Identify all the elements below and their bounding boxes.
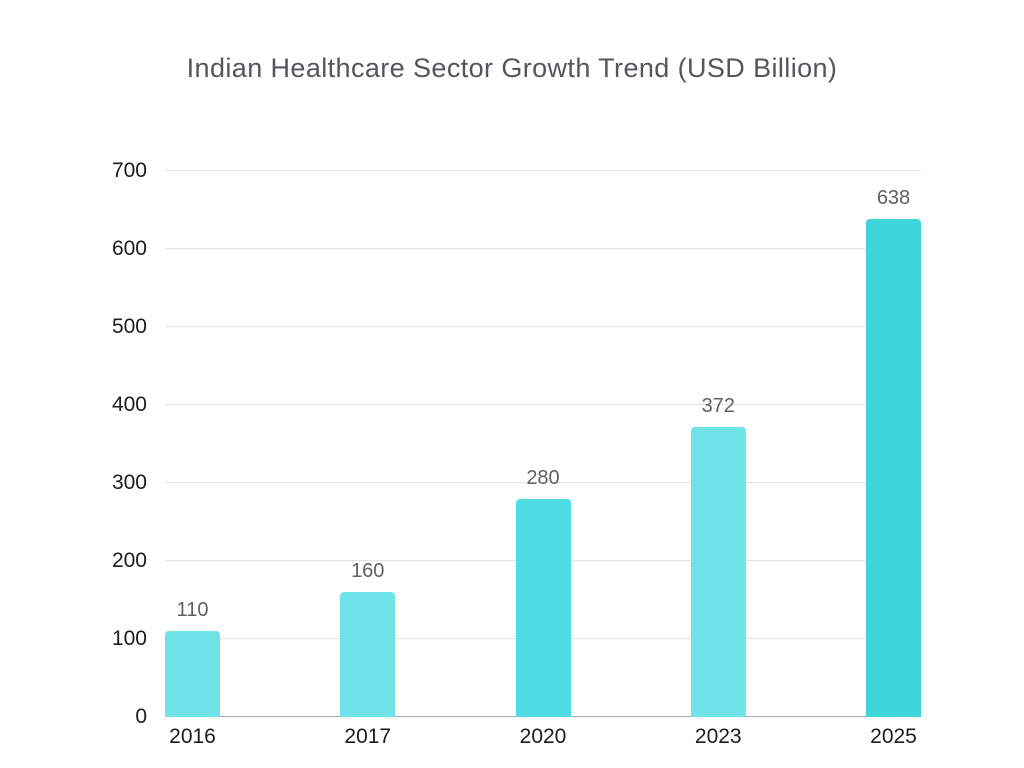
- x-tick-label-2017: 2017: [344, 725, 392, 748]
- plot-area: 110 160 280 372 638: [165, 170, 921, 717]
- x-tick-label-2023: 2023: [694, 725, 742, 748]
- gridline-400: [165, 404, 921, 405]
- gridline-700: [165, 170, 921, 171]
- x-tick-label-2025: 2025: [870, 725, 917, 748]
- y-tick-label-200: 200: [111, 549, 147, 572]
- value-label-2020: 280: [526, 466, 560, 489]
- x-tick-label-2020: 2020: [519, 725, 567, 748]
- chart-title: Indian Healthcare Sector Growth Trend (U…: [186, 53, 838, 83]
- bar-2025: [866, 219, 921, 717]
- gridline-300: [165, 482, 921, 483]
- gridline-600: [165, 248, 921, 249]
- value-label-2017: 160: [351, 560, 385, 583]
- y-tick-label-700: 700: [111, 159, 147, 182]
- bar-2016: [165, 631, 220, 717]
- x-tick-label-2016: 2016: [169, 725, 216, 748]
- bar-2020: [515, 498, 571, 717]
- y-tick-label-0: 0: [135, 705, 147, 728]
- gridline-500: [165, 326, 921, 327]
- y-tick-label-100: 100: [111, 627, 147, 650]
- value-label-2016: 110: [176, 599, 209, 622]
- bar-2017: [340, 592, 396, 717]
- bar-2023: [690, 426, 746, 717]
- value-label-2023: 372: [701, 394, 735, 417]
- y-tick-label-400: 400: [111, 393, 147, 416]
- y-tick-label-600: 600: [111, 237, 147, 260]
- value-label-2025: 638: [876, 187, 911, 210]
- y-tick-label-500: 500: [111, 315, 147, 338]
- y-tick-label-300: 300: [111, 471, 147, 494]
